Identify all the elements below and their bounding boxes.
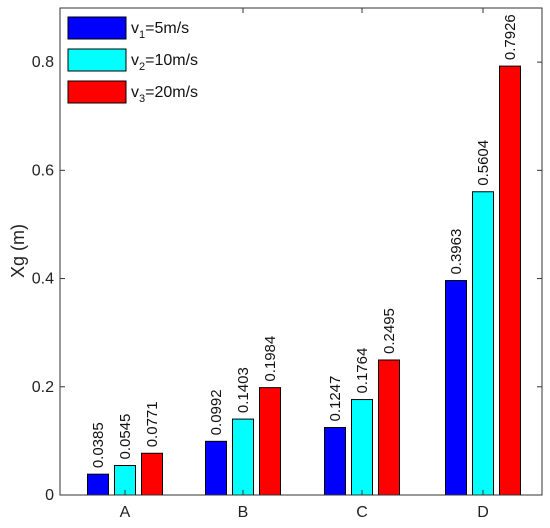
data-label-D-series-3: 0.7926 (502, 14, 519, 60)
legend-label-series-2: v2=10m/s (131, 52, 198, 73)
legend-label-series-3: v3=20m/s (131, 84, 198, 105)
legend-label-base: v (131, 20, 139, 37)
x-tick-label-B: B (238, 504, 249, 521)
legend-label-subscript: 1 (139, 29, 145, 41)
data-label-C-series-1: 0.1247 (327, 376, 344, 422)
legend-label-series-1: v1=5m/s (131, 20, 189, 41)
bar-C-series-3 (378, 359, 400, 496)
data-label-B-series-2: 0.1403 (235, 367, 252, 413)
y-tick-label: 0.6 (32, 162, 54, 179)
y-axis-ticks: 0 0.2 0.4 0.6 0.8 (32, 54, 542, 504)
bar-B-series-3 (259, 387, 281, 496)
data-label-C-series-2: 0.1764 (354, 348, 371, 394)
data-label-A-series-1: 0.0385 (90, 422, 107, 468)
data-label-B-series-3: 0.1984 (262, 336, 279, 382)
legend-swatch-series-2 (67, 48, 127, 72)
plot-frame (59, 7, 543, 496)
bar-C-series-1 (324, 427, 346, 496)
data-labels-group: 0.0385 0.0992 0.1247 0.3963 0.0545 0.1403 0.17… (90, 14, 519, 468)
legend-swatch-series-3 (67, 80, 127, 104)
y-tick-label: 0.8 (32, 54, 54, 71)
bar-D-series-2 (472, 191, 494, 496)
x-tick-label-C: C (356, 504, 368, 521)
legend: v1=5m/sv2=10m/sv3=20m/s (60, 8, 230, 117)
legend-label-rest: =20m/s (145, 84, 198, 101)
x-tick-label-A: A (120, 504, 131, 521)
y-axis-label: Xg (m) (8, 224, 28, 278)
bar-C-series-2 (351, 399, 373, 496)
legend-label-rest: =5m/s (145, 20, 189, 37)
bar-B-series-1 (205, 440, 227, 496)
legend-label-base: v (131, 52, 139, 69)
bar-A-series-1 (87, 473, 109, 496)
data-label-D-series-1: 0.3963 (448, 229, 465, 275)
legend-label-rest: =10m/s (145, 52, 198, 69)
legend-swatch-series-1 (67, 16, 127, 40)
bar-B-series-2 (232, 418, 254, 496)
data-label-A-series-3: 0.0771 (144, 401, 161, 447)
data-label-D-series-2: 0.5604 (475, 140, 492, 186)
bar-D-series-1 (445, 280, 467, 496)
y-tick-label: 0 (45, 487, 54, 504)
y-tick-label: 0.4 (32, 271, 54, 288)
legend-label-subscript: 3 (139, 93, 145, 105)
bar-D-series-3 (499, 65, 521, 496)
legend-label-subscript: 2 (139, 61, 145, 73)
data-label-B-series-1: 0.0992 (208, 389, 225, 435)
x-tick-label-D: D (477, 504, 489, 521)
y-tick-label: 0.2 (32, 379, 54, 396)
bar-A-series-3 (141, 452, 163, 496)
data-label-C-series-3: 0.2495 (381, 308, 398, 354)
data-label-A-series-2: 0.0545 (117, 414, 134, 460)
legend-label-base: v (131, 84, 139, 101)
